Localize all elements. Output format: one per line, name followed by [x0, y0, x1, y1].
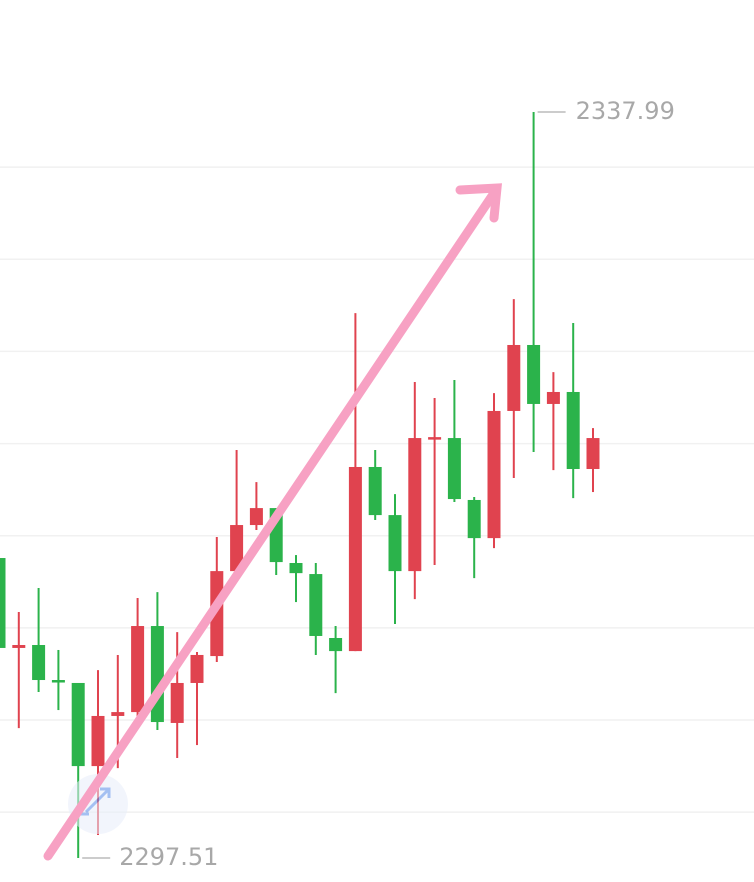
candle-body — [368, 466, 382, 516]
candle-body — [487, 410, 501, 539]
grid — [0, 166, 754, 813]
min-label: 2297.51 — [119, 843, 218, 871]
candle-body — [131, 626, 145, 713]
candle-body — [289, 562, 303, 574]
candle-body — [527, 344, 541, 404]
trend-arrow — [43, 183, 503, 861]
candle-body — [0, 558, 6, 648]
candle-body — [12, 645, 26, 648]
candle-body — [249, 508, 263, 526]
candle-body — [51, 680, 65, 683]
candle-body — [447, 438, 461, 500]
candles — [0, 112, 600, 859]
extreme-labels: 2337.99 2297.51 — [82, 97, 675, 871]
candle-body — [507, 344, 521, 411]
candle-body — [91, 715, 105, 767]
candle-body — [408, 438, 422, 572]
candle-body — [32, 645, 46, 681]
candle-body — [309, 574, 323, 636]
candle-body — [111, 712, 125, 716]
candle-body — [388, 515, 402, 572]
max-label: 2337.99 — [576, 97, 675, 125]
candle-body — [170, 682, 184, 723]
candle-body — [428, 437, 442, 440]
candle-body — [230, 525, 244, 572]
candle-body — [71, 682, 85, 767]
candle-body — [467, 499, 481, 539]
candle-body — [566, 391, 580, 470]
candle-body — [329, 638, 343, 652]
candle-body — [190, 654, 204, 683]
candle-body — [546, 391, 560, 404]
candle-body — [586, 438, 600, 470]
candle-body — [348, 466, 362, 652]
